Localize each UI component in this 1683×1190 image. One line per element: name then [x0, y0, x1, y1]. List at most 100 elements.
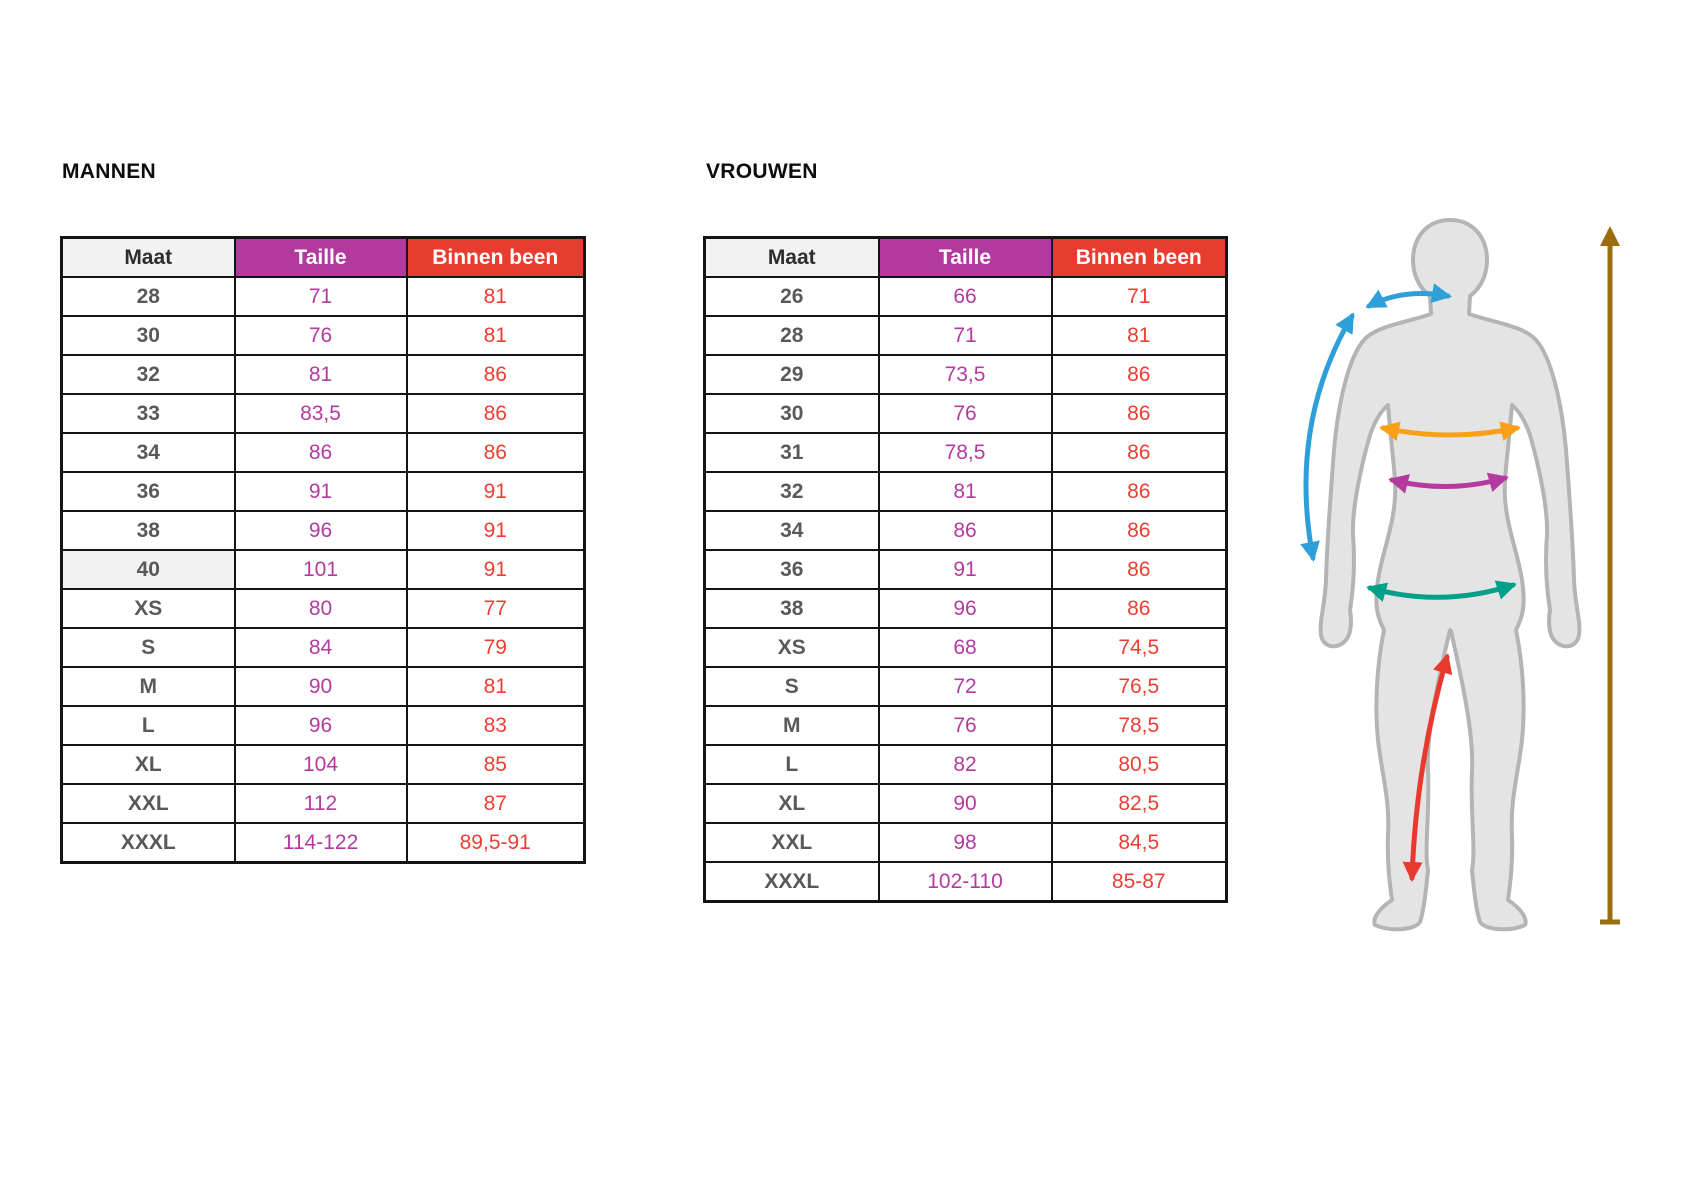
table-row: 33 83,5 86: [60, 393, 586, 434]
maat-cell: L: [60, 705, 236, 746]
table-row: 32 81 86: [703, 471, 1228, 512]
taille-cell: 76: [877, 705, 1053, 746]
shoulder-arrow: [1365, 283, 1452, 309]
binnen-been-cell: 86: [1050, 393, 1228, 434]
binnen-been-cell: 87: [405, 783, 586, 824]
table-row: XXL 98 84,5: [703, 822, 1228, 863]
binnen-been-cell: 81: [405, 315, 586, 356]
binnen-been-cell: 84,5: [1050, 822, 1228, 863]
binnen-been-cell: 74,5: [1050, 627, 1228, 668]
taille-cell: 76: [233, 315, 408, 356]
taille-cell: 96: [233, 510, 408, 551]
table-row: 28 71 81: [703, 315, 1228, 356]
table-row: L 82 80,5: [703, 744, 1228, 785]
table-row: 38 96 91: [60, 510, 586, 551]
table-row: M 76 78,5: [703, 705, 1228, 746]
maat-cell: L: [703, 744, 880, 785]
header-row: Maat Taille Binnen been: [703, 236, 1228, 278]
taille-cell: 112: [233, 783, 408, 824]
maat-cell: S: [60, 627, 236, 668]
chest-arrow: [1379, 421, 1521, 442]
binnen-been-cell: 81: [1050, 315, 1228, 356]
maat-cell: 28: [60, 276, 236, 317]
maat-cell: 33: [60, 393, 236, 434]
taille-cell: 68: [877, 627, 1053, 668]
binnen-been-cell: 83: [405, 705, 586, 746]
table-row: 26 66 71: [703, 276, 1228, 317]
binnen-been-cell: 85-87: [1050, 861, 1228, 903]
arm-length-arrow: [1300, 312, 1355, 562]
maat-cell: S: [703, 666, 880, 707]
maat-cell: XXXL: [703, 861, 880, 903]
binnen-been-cell: 86: [405, 393, 586, 434]
taille-cell: 82: [877, 744, 1053, 785]
binnen-been-cell: 86: [1050, 588, 1228, 629]
binnen-been-cell: 91: [405, 471, 586, 512]
taille-cell: 84: [233, 627, 408, 668]
women-size-table: Maat Taille Binnen been 26 66 71 28 71 81 29 73,5 8…: [703, 236, 1228, 903]
table-row: XL 90 82,5: [703, 783, 1228, 824]
maat-cell: M: [60, 666, 236, 707]
table-row: 30 76 81: [60, 315, 586, 356]
binnen-been-cell: 86: [1050, 354, 1228, 395]
taille-cell: 98: [877, 822, 1053, 863]
table-row: XL 104 85: [60, 744, 586, 785]
taille-cell: 101: [233, 549, 408, 590]
table-row: 40 101 91: [60, 549, 586, 590]
taille-cell: 86: [877, 510, 1053, 551]
binnen-been-cell: 86: [1050, 549, 1228, 590]
maat-cell: 30: [60, 315, 236, 356]
maat-cell: 32: [703, 471, 880, 512]
binnen-been-cell: 86: [405, 432, 586, 473]
taille-cell: 71: [877, 315, 1053, 356]
taille-cell: 80: [233, 588, 408, 629]
taille-cell: 102-110: [877, 861, 1053, 903]
waist-arrow: [1388, 472, 1509, 494]
column-header-binnen-been: Binnen been: [1050, 236, 1228, 278]
taille-cell: 114-122: [233, 822, 408, 864]
binnen-been-cell: 86: [1050, 432, 1228, 473]
body-measurement-figure: [1240, 210, 1640, 940]
men-size-table: Maat Taille Binnen been 28 71 81 30 76 81 32 81 86 3…: [60, 236, 586, 864]
table-row: 36 91 86: [703, 549, 1228, 590]
maat-cell: M: [703, 705, 880, 746]
taille-cell: 96: [877, 588, 1053, 629]
women-table-title: VROUWEN: [706, 160, 818, 183]
taille-cell: 71: [233, 276, 408, 317]
taille-cell: 73,5: [877, 354, 1053, 395]
table-row: 36 91 91: [60, 471, 586, 512]
header-row: Maat Taille Binnen been: [60, 236, 586, 278]
binnen-been-cell: 89,5-91: [405, 822, 586, 864]
binnen-been-cell: 71: [1050, 276, 1228, 317]
binnen-been-cell: 85: [405, 744, 586, 785]
table-row: 29 73,5 86: [703, 354, 1228, 395]
binnen-been-cell: 86: [405, 354, 586, 395]
maat-cell: 38: [703, 588, 880, 629]
binnen-been-cell: 86: [1050, 510, 1228, 551]
maat-cell: XL: [60, 744, 236, 785]
maat-cell: 26: [703, 276, 880, 317]
binnen-been-cell: 76,5: [1050, 666, 1228, 707]
human-silhouette: [1318, 218, 1582, 932]
taille-cell: 78,5: [877, 432, 1053, 473]
maat-cell: XXL: [60, 783, 236, 824]
binnen-been-cell: 78,5: [1050, 705, 1228, 746]
taille-cell: 91: [233, 471, 408, 512]
maat-cell: 31: [703, 432, 880, 473]
table-row: XXXL 102-110 85-87: [703, 861, 1228, 903]
table-row: 34 86 86: [703, 510, 1228, 551]
taille-cell: 66: [877, 276, 1053, 317]
taille-cell: 104: [233, 744, 408, 785]
men-table-title: MANNEN: [62, 160, 156, 183]
inner-leg-arrow: [1402, 653, 1453, 882]
binnen-been-cell: 86: [1050, 471, 1228, 512]
taille-cell: 96: [233, 705, 408, 746]
maat-cell: XXL: [703, 822, 880, 863]
maat-cell: XXXL: [60, 822, 236, 864]
maat-cell: 30: [703, 393, 880, 434]
column-header-maat: Maat: [60, 236, 236, 278]
table-row: XXXL 114-122 89,5-91: [60, 822, 586, 864]
binnen-been-cell: 77: [405, 588, 586, 629]
column-header-taille: Taille: [877, 236, 1053, 278]
maat-cell: XS: [703, 627, 880, 668]
